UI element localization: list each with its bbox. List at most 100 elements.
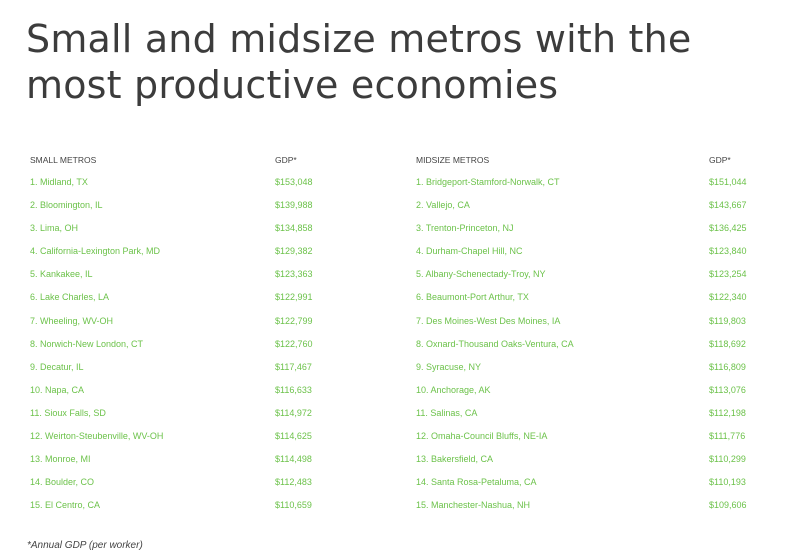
metro-name: 9. Syracuse, NY [416, 361, 482, 372]
table-row: 14. Santa Rosa-Petaluma, CA $110,193 [416, 473, 766, 496]
table-row: 6. Beaumont-Port Arthur, TX $122,340 [416, 288, 766, 311]
page-title: Small and midsize metros with the most p… [26, 17, 692, 107]
metro-name: 8. Oxnard-Thousand Oaks-Ventura, CA [416, 338, 574, 349]
gdp-value: $114,625 [275, 431, 312, 442]
table-row: 10. Anchorage, AK $113,076 [416, 381, 766, 404]
gdp-value: $110,659 [275, 500, 312, 511]
gdp-value: $122,991 [275, 292, 313, 303]
footnote: *Annual GDP (per worker) [27, 540, 143, 551]
metro-name: 5. Albany-Schenectady-Troy, NY [416, 269, 546, 280]
table-row: 11. Sioux Falls, SD $114,972 [30, 404, 360, 427]
table-row: 14. Boulder, CO $112,483 [30, 473, 360, 496]
table-row: 7. Des Moines-West Des Moines, IA $119,80… [416, 312, 766, 335]
table-row: 11. Salinas, CA $112,198 [416, 404, 766, 427]
metro-name: 4. Durham-Chapel Hill, NC [416, 246, 523, 257]
gdp-value: $112,483 [275, 477, 312, 488]
gdp-value: $123,254 [709, 269, 747, 280]
table-row: 3. Lima, OH $134,858 [30, 219, 360, 242]
gdp-value: $109,606 [709, 500, 747, 511]
metro-name: 7. Wheeling, WV-OH [30, 315, 114, 326]
gdp-value: $136,425 [709, 223, 747, 234]
small-gdp-column-header: GDP* [275, 155, 297, 165]
metro-name: 15. El Centro, CA [30, 500, 101, 511]
gdp-value: $122,799 [275, 315, 313, 326]
metro-name: 13. Bakersfield, CA [416, 454, 494, 465]
table-row: 8. Norwich-New London, CT $122,760 [30, 335, 360, 358]
table-row: 9. Syracuse, NY $116,809 [416, 358, 766, 381]
midsize-gdp-column-header: GDP* [709, 155, 731, 165]
gdp-value: $117,467 [275, 361, 312, 372]
gdp-value: $118,692 [709, 338, 746, 349]
table-row: 3. Trenton-Princeton, NJ $136,425 [416, 219, 766, 242]
metro-name: 4. California-Lexington Park, MD [30, 246, 161, 257]
metro-name: 7. Des Moines-West Des Moines, IA [416, 315, 561, 326]
gdp-value: $122,760 [275, 338, 313, 349]
midsize-metros-column-header: MIDSIZE METROS [416, 155, 490, 165]
gdp-value: $122,340 [709, 292, 747, 303]
metro-name: 6. Lake Charles, LA [30, 292, 110, 303]
metro-name: 3. Lima, OH [30, 223, 79, 234]
gdp-value: $153,048 [275, 177, 313, 187]
metro-name: 12. Omaha-Council Bluffs, NE-IA [416, 431, 548, 442]
small-metros-rows: 1. Midland, TX $153,048 2. Bloomington, IL… [30, 173, 360, 519]
gdp-value: $151,044 [709, 177, 747, 187]
gdp-value: $119,803 [709, 315, 746, 326]
table-row: 5. Kankakee, IL $123,363 [30, 265, 360, 288]
table-row: 12. Weirton-Steubenville, WV-OH $114,625 [30, 427, 360, 450]
gdp-value: $113,076 [709, 384, 746, 395]
table-row: 1. Bridgeport-Stamford-Norwalk, CT $151,0… [416, 173, 766, 196]
gdp-value: $112,198 [709, 407, 746, 418]
gdp-value: $110,193 [709, 477, 746, 488]
gdp-value: $129,382 [275, 246, 313, 257]
table-row: 1. Midland, TX $153,048 [30, 173, 360, 196]
table-row: 2. Vallejo, CA $143,667 [416, 196, 766, 219]
gdp-value: $110,299 [709, 454, 746, 465]
gdp-value: $114,498 [275, 454, 312, 465]
table-row: 12. Omaha-Council Bluffs, NE-IA $111,776 [416, 427, 766, 450]
small-metros-column-header: SMALL METROS [30, 155, 97, 165]
table-row: 10. Napa, CA $116,633 [30, 381, 360, 404]
metro-name: 10. Anchorage, AK [416, 384, 491, 395]
gdp-value: $139,988 [275, 200, 313, 211]
metro-name: 12. Weirton-Steubenville, WV-OH [30, 431, 164, 442]
metro-name: 2. Vallejo, CA [416, 200, 470, 211]
gdp-value: $143,667 [709, 200, 747, 211]
table-row: 13. Monroe, MI $114,498 [30, 450, 360, 473]
gdp-value: $111,776 [709, 431, 746, 442]
metro-name: 13. Monroe, MI [30, 454, 91, 465]
midsize-metros-header: MIDSIZE METROS GDP* [416, 153, 766, 173]
table-row: 7. Wheeling, WV-OH $122,799 [30, 312, 360, 335]
table-row: 15. El Centro, CA $110,659 [30, 496, 360, 519]
metro-name: 3. Trenton-Princeton, NJ [416, 223, 514, 234]
metro-name: 9. Decatur, IL [30, 361, 84, 372]
midsize-metros-rows: 1. Bridgeport-Stamford-Norwalk, CT $151,0… [416, 173, 766, 519]
metro-name: 14. Boulder, CO [30, 477, 95, 488]
gdp-value: $116,633 [275, 384, 312, 395]
gdp-value: $134,858 [275, 223, 313, 234]
metro-name: 14. Santa Rosa-Petaluma, CA [416, 477, 537, 488]
table-row: 4. California-Lexington Park, MD $129,382 [30, 242, 360, 265]
metro-name: 1. Bridgeport-Stamford-Norwalk, CT [416, 177, 560, 187]
gdp-value: $114,972 [275, 407, 312, 418]
metro-name: 11. Salinas, CA [416, 407, 478, 418]
metro-name: 1. Midland, TX [30, 177, 88, 187]
table-row: 8. Oxnard-Thousand Oaks-Ventura, CA $118,… [416, 335, 766, 358]
table-row: 13. Bakersfield, CA $110,299 [416, 450, 766, 473]
small-metros-header: SMALL METROS GDP* [30, 153, 360, 173]
metro-name: 15. Manchester-Nashua, NH [416, 500, 531, 511]
small-metros-table: SMALL METROS GDP* 1. Midland, TX $153,048… [30, 153, 360, 519]
metro-name: 8. Norwich-New London, CT [30, 338, 144, 349]
metro-name: 11. Sioux Falls, SD [30, 407, 106, 418]
table-row: 6. Lake Charles, LA $122,991 [30, 288, 360, 311]
table-row: 15. Manchester-Nashua, NH $109,606 [416, 496, 766, 519]
table-row: 2. Bloomington, IL $139,988 [30, 196, 360, 219]
metro-name: 10. Napa, CA [30, 384, 85, 395]
metro-name: 2. Bloomington, IL [30, 200, 103, 211]
table-row: 9. Decatur, IL $117,467 [30, 358, 360, 381]
metro-name: 6. Beaumont-Port Arthur, TX [416, 292, 529, 303]
gdp-value: $123,840 [709, 246, 747, 257]
gdp-value: $123,363 [275, 269, 313, 280]
table-row: 4. Durham-Chapel Hill, NC $123,840 [416, 242, 766, 265]
gdp-value: $116,809 [709, 361, 746, 372]
metro-name: 5. Kankakee, IL [30, 269, 93, 280]
